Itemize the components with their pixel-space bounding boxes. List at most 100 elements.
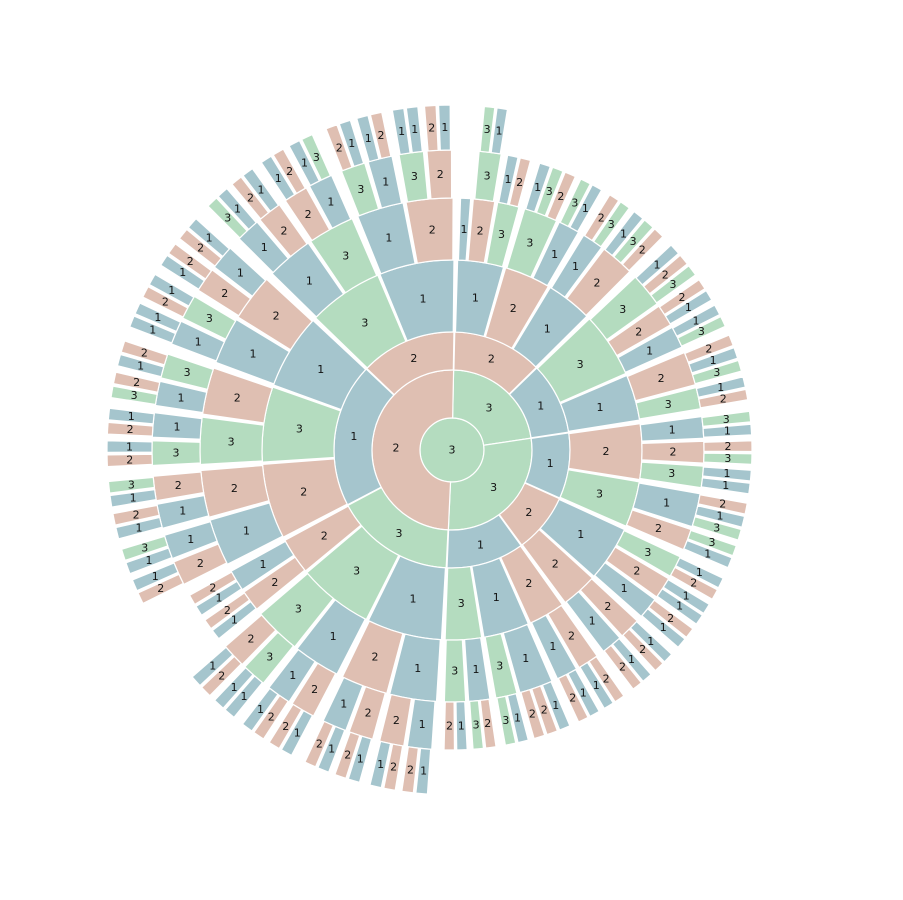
sunburst-segment: [546, 171, 577, 222]
sunburst-segment: [112, 371, 161, 393]
sunburst-segment: [191, 646, 234, 687]
sunburst-segment: [213, 666, 254, 710]
sunburst-segment: [253, 694, 289, 740]
sunburst-segment: [695, 376, 747, 398]
sunburst-segment: [479, 105, 496, 153]
sunburst-segment: [317, 725, 346, 773]
sunburst-segment: [217, 187, 258, 231]
sunburst-segment: [405, 106, 423, 154]
sunburst-segment: [178, 228, 223, 267]
sunburst-segment: [195, 580, 243, 617]
sunburst-segment: [200, 655, 243, 697]
sunburst-segment: [626, 351, 697, 402]
sunburst-segment: [288, 139, 321, 187]
sunburst-segment: [443, 701, 456, 751]
sunburst-segment: [694, 505, 746, 528]
sunburst-segment: [134, 302, 182, 333]
sunburst-segment: [688, 346, 739, 374]
sunburst-segment: [583, 194, 620, 242]
sunburst-segment: [128, 315, 177, 344]
sunburst-segment: [338, 119, 365, 168]
sunburst-segment: [683, 539, 733, 569]
sunburst-segment: [131, 562, 179, 592]
sunburst-segment: [369, 111, 392, 160]
sunburst-segment: [159, 254, 206, 291]
sunburst-segment: [423, 104, 439, 152]
sunburst-segment: [641, 440, 705, 464]
sunburst-segment: [152, 471, 205, 502]
sunburst-segment: [490, 107, 509, 155]
sunburst-segment: [664, 289, 713, 325]
sunburst-segment: [691, 359, 743, 385]
sunburst-segment: [106, 421, 154, 437]
sunburst-segment: [531, 685, 559, 736]
segment-layer: [106, 104, 753, 795]
sunburst-segment: [621, 228, 664, 272]
sunburst-segment: [391, 107, 411, 156]
sunburst-segment: [691, 516, 743, 541]
sunburst-segment: [369, 740, 392, 789]
sunburst-segment: [701, 410, 752, 428]
sunburst-segment: [650, 264, 697, 304]
sunburst-segment: [378, 693, 413, 747]
sunburst-segment: [151, 440, 201, 467]
sunburst-segment: [557, 673, 589, 723]
sunburst-segment: [701, 466, 752, 482]
sunburst-segment: [415, 747, 432, 795]
sunburst-segment: [242, 167, 280, 213]
sunburst-segment: [401, 746, 420, 794]
sunburst-segment: [115, 516, 163, 540]
sunburst-segment: [156, 494, 210, 530]
sunburst-segment: [260, 155, 296, 201]
sunburst-segment: [437, 104, 452, 151]
sunburst-segment: [502, 623, 553, 694]
sunburst-segment: [669, 566, 719, 601]
sunburst-segment: [151, 411, 203, 440]
sunburst-segment: [498, 154, 519, 205]
sunburst-segment: [304, 720, 335, 768]
sunburst-segment: [567, 668, 601, 718]
sunburst-segment: [474, 150, 502, 203]
sunburst-segment: [702, 423, 753, 438]
sunburst-segment: [703, 440, 753, 453]
sunburst-segment: [698, 388, 749, 409]
sunburst-segment: [671, 304, 721, 338]
sunburst-segment: [676, 315, 727, 347]
sunburst-segment: [639, 415, 705, 442]
sunburst-segment: [658, 278, 706, 316]
sunburst-segment: [141, 285, 189, 318]
sunburst-segment: [334, 731, 361, 780]
sunburst-segment: [107, 407, 155, 425]
sunburst-segment: [496, 695, 517, 746]
sunburst-segment: [109, 488, 157, 508]
sunburst-segment: [703, 452, 753, 466]
sunburst-segment: [604, 210, 644, 257]
sunburst-segment: [455, 701, 468, 751]
sunburst-segment: [268, 703, 303, 750]
sunburst-segment: [589, 276, 659, 341]
sunburst-segment: [506, 692, 530, 744]
sunburst-segment: [506, 207, 558, 278]
sunburst-segment: [224, 675, 264, 719]
sunburst-segment: [508, 157, 532, 208]
sunburst-segment: [241, 687, 279, 732]
sunburst-segment: [656, 588, 704, 625]
sunburst-segment: [697, 494, 748, 515]
sunburst-segment: [479, 698, 497, 749]
sunburst-segment: [541, 680, 571, 731]
sunburst-segment: [642, 254, 689, 295]
sunburst-segment: [569, 184, 603, 233]
sunburst-segment: [426, 149, 453, 200]
sunburst-segment: [632, 482, 701, 528]
sunburst-segment: [347, 735, 373, 784]
sunburst-segment: [300, 133, 332, 181]
sunburst-segment: [524, 162, 552, 213]
sunburst-segment: [641, 607, 686, 649]
sunburst-segment: [700, 477, 751, 495]
sunburst-segment: [383, 743, 404, 791]
sunburst-segment: [204, 592, 251, 630]
sunburst-segment: [687, 529, 738, 557]
sunburst-segment: [535, 166, 564, 217]
sunburst-segment: [110, 385, 158, 406]
